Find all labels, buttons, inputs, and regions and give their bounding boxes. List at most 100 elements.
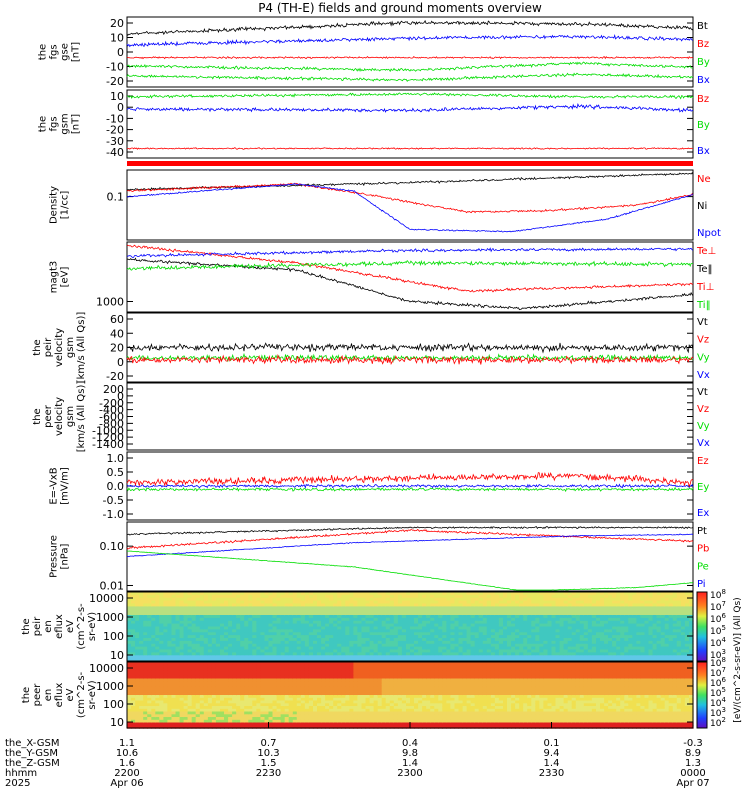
spectrogram-cell (155, 600, 160, 605)
spectrogram-cell (163, 594, 168, 599)
spectrogram-cell (135, 626, 140, 630)
spectrogram-cell (224, 594, 229, 599)
spectrogram-cell (252, 652, 257, 656)
spectrogram-cell (187, 638, 193, 642)
spectrogram-cell (341, 606, 346, 610)
spectrogram-cell (195, 632, 201, 636)
spectrogram-cell (199, 643, 205, 648)
spectrogram-cell (321, 640, 326, 645)
spectrogram-cell (131, 606, 136, 610)
spectrogram-cell (220, 597, 225, 602)
panel-frame (126, 16, 694, 88)
y-axis-label: Pressure (49, 535, 60, 578)
spectrogram-cell (228, 629, 233, 633)
spectrogram-cell (244, 615, 249, 619)
spectrogram-cell (264, 629, 270, 633)
spectrogram-cell (321, 594, 326, 599)
spectrogram-cell (163, 646, 168, 651)
spectrogram-cell (135, 615, 140, 619)
spectrogram-cell (288, 623, 294, 628)
spectrogram-cell (195, 658, 201, 662)
spectrogram-cell (252, 620, 257, 625)
spectrogram-cell (163, 606, 168, 610)
spectrogram-cell (280, 658, 286, 662)
spectrogram-cell (260, 615, 265, 619)
spectrogram-cell (280, 609, 286, 613)
spectrogram-cell (325, 612, 330, 616)
spectrogram-cell (292, 600, 298, 605)
spectrogram-cell (313, 640, 318, 645)
spectrogram-cell (143, 620, 148, 625)
spectrogram-cell (139, 612, 144, 616)
spectrogram-cell (159, 609, 164, 613)
spectrogram-cell (252, 606, 257, 610)
spectrogram-cell (131, 623, 136, 628)
spectrogram-cell (264, 620, 270, 625)
spectrogram-cell (135, 635, 140, 639)
spectrogram-cell (313, 646, 318, 651)
spectrogram-cell (244, 658, 249, 662)
spectrogram-cell (260, 629, 265, 633)
spectrogram-cell (300, 615, 306, 619)
y-axis-label: magt3 (49, 261, 60, 294)
spectrogram-cell (317, 635, 322, 639)
series-line (127, 526, 694, 536)
spectrogram-cell (163, 620, 168, 625)
spectrogram-cell (337, 638, 342, 642)
spectrogram-cell (199, 658, 205, 662)
spectrogram-cell (155, 606, 160, 610)
spectrogram-cell (167, 640, 172, 645)
spectrogram-cell (215, 603, 221, 607)
spectrogram-cell (244, 646, 249, 651)
spectrogram-cell (228, 603, 233, 607)
spectrogram-cell (163, 623, 168, 628)
spectrogram-cell (203, 606, 209, 610)
spectrogram-cell (232, 612, 237, 616)
spectrogram-cell (252, 629, 257, 633)
spectrogram-cell (341, 643, 346, 648)
spectrogram-cell (131, 646, 136, 651)
spectrogram-cell (296, 629, 302, 633)
spectrogram-cell (252, 635, 257, 639)
spectrogram-cell (256, 652, 261, 656)
spectrogram-cell (131, 643, 136, 648)
legend-item: Npot (697, 228, 721, 239)
spectrogram-cell (341, 597, 346, 602)
y-tick-label: 0.10 (100, 540, 125, 553)
spectrogram-cell (256, 600, 261, 605)
spectrogram-cell (341, 635, 346, 639)
spectrogram-cell (135, 617, 140, 622)
spectrogram-cell (248, 612, 253, 616)
spectrogram-cell (195, 655, 201, 659)
spectrogram-cell (143, 623, 148, 628)
spectrogram-cell (199, 609, 205, 613)
spectrogram-cell (321, 597, 326, 602)
spectrogram-cell (321, 635, 326, 639)
spectrogram-cell (280, 603, 286, 607)
spectrogram-cell (256, 597, 261, 602)
spectrogram-cell (276, 652, 282, 656)
spectrogram-cell (183, 600, 189, 605)
spectrogram-cell (195, 643, 201, 648)
spectrogram-cell (244, 623, 249, 628)
spectrogram-cell (151, 594, 156, 599)
spectrogram-cell (236, 638, 241, 642)
spectrogram-cell (341, 623, 346, 628)
spectrogram-cell (304, 646, 310, 651)
series-line (126, 353, 694, 366)
spectrogram-cell (260, 658, 265, 662)
spectrogram-cell (296, 643, 302, 648)
spectrogram-cell (187, 646, 193, 651)
spectrogram-cell (300, 658, 306, 662)
y-tick-label: -30 (106, 135, 124, 148)
spectrogram-cell (304, 612, 310, 616)
spectrogram-cell (191, 623, 197, 628)
spectrogram-cell (143, 649, 148, 653)
y-axis-label: the (32, 408, 43, 424)
spectrogram-cell (139, 638, 144, 642)
spectrogram-cell (211, 632, 217, 636)
spectrogram-cell (300, 617, 306, 622)
spectrogram-cell (304, 594, 310, 599)
y-axis-label: peer (43, 404, 54, 428)
